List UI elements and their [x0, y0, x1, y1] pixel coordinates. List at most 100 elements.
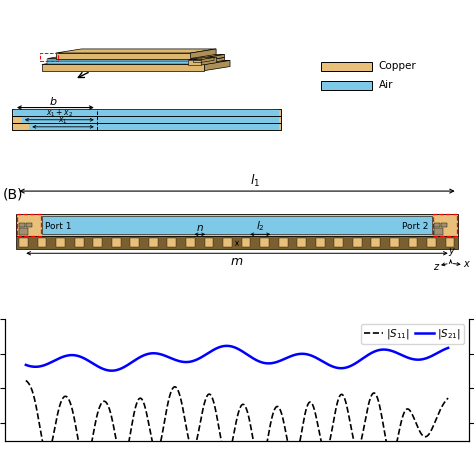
Bar	[22, 116, 279, 123]
Polygon shape	[47, 58, 199, 62]
Text: $m$: $m$	[230, 255, 244, 268]
$|S_{11}|$	[387, 448, 393, 454]
Polygon shape	[42, 64, 204, 71]
Bar	[433, 214, 457, 236]
Bar	[279, 238, 288, 246]
Polygon shape	[201, 57, 217, 65]
Line: $|S_{11}|$: $|S_{11}|$	[26, 381, 448, 451]
Bar	[441, 223, 447, 227]
Text: z: z	[433, 262, 438, 272]
Bar	[37, 238, 46, 246]
$|S_{11}|$	[445, 395, 451, 401]
Bar	[353, 238, 362, 246]
Bar	[372, 238, 380, 246]
Text: y: y	[448, 246, 454, 256]
Bar	[242, 238, 250, 246]
Bar	[19, 238, 28, 246]
Bar	[12, 116, 281, 123]
Text: $b$: $b$	[49, 95, 57, 107]
Text: $x_1$: $x_1$	[58, 116, 68, 126]
$|S_{21}|$	[388, 348, 393, 354]
Polygon shape	[204, 60, 230, 71]
Polygon shape	[199, 55, 225, 62]
$|S_{11}|$	[43, 448, 48, 454]
Bar	[427, 238, 436, 246]
Bar	[29, 123, 279, 130]
Polygon shape	[188, 57, 217, 60]
Bar	[19, 223, 25, 227]
Bar	[12, 109, 281, 116]
Bar	[75, 238, 83, 246]
Polygon shape	[47, 58, 199, 62]
Text: $l_1$: $l_1$	[250, 173, 261, 190]
Text: Copper: Copper	[379, 61, 417, 71]
Polygon shape	[56, 53, 191, 58]
Polygon shape	[42, 60, 230, 64]
$|S_{11}|$	[280, 415, 285, 420]
Bar	[12, 109, 281, 116]
Text: $n$: $n$	[196, 223, 204, 233]
Bar	[260, 238, 269, 246]
Bar	[16, 214, 457, 236]
Bar	[446, 238, 455, 246]
Bar	[93, 238, 102, 246]
Bar	[434, 228, 443, 235]
$|S_{21}|$	[293, 352, 299, 357]
Bar	[17, 214, 41, 236]
Bar	[434, 223, 440, 227]
Polygon shape	[47, 55, 225, 58]
Text: Port 1: Port 1	[45, 222, 72, 231]
Bar	[186, 238, 195, 246]
$|S_{11}|$	[49, 438, 55, 444]
Bar	[14, 109, 279, 116]
Bar	[112, 238, 121, 246]
Bar	[320, 62, 372, 71]
Bar	[316, 238, 325, 246]
Legend: $|S_{11}|$, $|S_{21}|$: $|S_{11}|$, $|S_{21}|$	[361, 324, 464, 344]
Bar	[334, 238, 343, 246]
Polygon shape	[193, 60, 201, 63]
Bar	[42, 217, 432, 234]
$|S_{21}|$	[109, 368, 114, 374]
$|S_{21}|$	[344, 365, 350, 370]
Polygon shape	[193, 57, 214, 60]
Text: $x_1+x_2$: $x_1+x_2$	[46, 108, 73, 119]
Bar	[12, 123, 281, 130]
Bar	[205, 238, 213, 246]
$|S_{21}|$	[224, 343, 229, 349]
Bar	[167, 238, 176, 246]
Text: $l_2$: $l_2$	[256, 219, 264, 233]
$|S_{11}|$	[344, 403, 349, 409]
Bar	[223, 238, 232, 246]
Bar	[390, 238, 399, 246]
Polygon shape	[191, 49, 216, 58]
Bar	[12, 116, 281, 123]
Polygon shape	[47, 62, 199, 64]
Text: x: x	[463, 259, 469, 269]
Bar	[320, 81, 372, 90]
Polygon shape	[188, 60, 201, 65]
Polygon shape	[56, 49, 216, 53]
Polygon shape	[199, 57, 225, 64]
Bar	[26, 223, 32, 227]
$|S_{11}|$	[23, 378, 29, 383]
Bar	[297, 238, 306, 246]
Text: Port 2: Port 2	[402, 222, 429, 231]
Bar	[19, 228, 27, 235]
Line: $|S_{21}|$: $|S_{21}|$	[26, 346, 448, 371]
Bar	[409, 238, 417, 246]
$|S_{21}|$	[269, 360, 275, 366]
$|S_{11}|$	[269, 416, 274, 422]
Bar	[130, 238, 139, 246]
$|S_{11}|$	[292, 448, 298, 454]
Text: Air: Air	[379, 80, 393, 90]
Bar	[149, 238, 158, 246]
$|S_{21}|$	[445, 345, 451, 351]
$|S_{21}|$	[23, 362, 29, 368]
Polygon shape	[47, 62, 199, 64]
$|S_{21}|$	[49, 359, 55, 365]
Text: (B): (B)	[2, 187, 23, 201]
Bar	[56, 238, 65, 246]
$|S_{21}|$	[281, 356, 286, 362]
Polygon shape	[201, 57, 214, 63]
